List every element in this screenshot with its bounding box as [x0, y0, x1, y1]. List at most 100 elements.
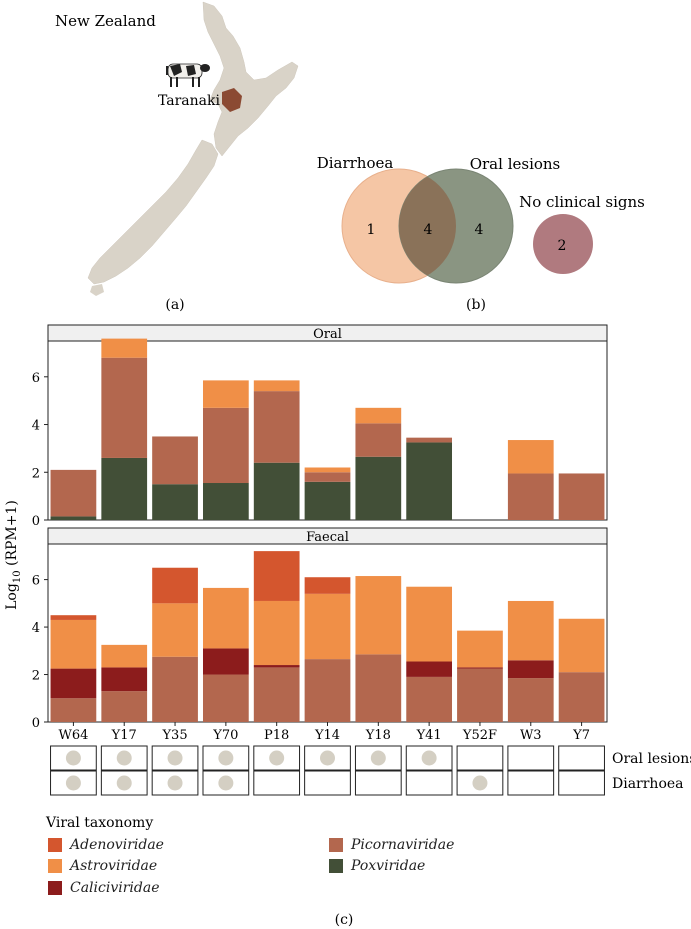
bar-faecal-y70-astroviridae — [202, 587, 249, 649]
bar-oral-y41-picornaviridae — [406, 437, 453, 443]
signs-cell — [558, 770, 605, 796]
legend-label: Astroviridae — [70, 858, 158, 874]
panel-c-label: (c) — [335, 912, 354, 928]
x-tick-label: Y35 — [161, 728, 187, 743]
facet-label-oral: Oral — [313, 327, 342, 342]
y-tick-label: 4 — [32, 419, 40, 434]
bar-oral-y17-poxviridae — [101, 457, 148, 520]
legend-label: Adenoviridae — [70, 837, 164, 853]
bar-faecal-y70-picornaviridae — [202, 674, 249, 722]
bar-faecal-w3-picornaviridae — [507, 678, 554, 722]
bar-faecal-p18-astroviridae — [253, 600, 300, 666]
x-tick-label: W64 — [58, 728, 88, 743]
bar-oral-y35-poxviridae — [152, 484, 198, 520]
bar-oral-y7-picornaviridae — [558, 473, 605, 520]
bar-faecal-y35-adenoviridae — [152, 567, 198, 604]
signs-cell — [354, 745, 402, 771]
bar-faecal-y18-picornaviridae — [355, 654, 402, 722]
sign-present-dot — [269, 750, 285, 766]
signs-cell — [304, 770, 351, 796]
bar-faecal-y14-picornaviridae — [304, 659, 351, 722]
bar-faecal-y70-caliciviridae — [202, 648, 249, 675]
taranaki-region — [222, 88, 242, 112]
signs-row-label: Diarrhoea — [612, 776, 684, 792]
legend-swatch — [48, 859, 62, 873]
x-tick-label: Y18 — [365, 728, 391, 743]
bar-oral-y18-picornaviridae — [355, 423, 402, 457]
legend-item-caliciviridae: Caliciviridae — [48, 880, 159, 896]
bar-faecal-y18-astroviridae — [355, 576, 402, 655]
bar-faecal-w64-astroviridae — [50, 619, 97, 669]
bar-faecal-y41-caliciviridae — [406, 661, 453, 677]
legend-swatch — [329, 838, 343, 852]
y-tick-label: 2 — [32, 669, 40, 684]
bar-oral-y18-astroviridae — [355, 407, 402, 424]
x-tick-label: Y17 — [111, 728, 137, 743]
country-label: New Zealand — [55, 12, 156, 30]
bar-faecal-y7-picornaviridae — [558, 672, 605, 722]
x-tick-label: Y70 — [212, 728, 238, 743]
bar-faecal-w64-adenoviridae — [50, 615, 97, 620]
venn-separate-label: No clinical signs — [519, 193, 645, 211]
sign-present-dot — [167, 775, 183, 791]
y-axis-label: Log10 (RPM+1) — [4, 500, 23, 610]
signs-cell — [405, 770, 453, 796]
bar-faecal-y52f-caliciviridae — [457, 667, 503, 669]
venn-both-count: 4 — [424, 222, 433, 238]
venn-separate-circle — [533, 214, 593, 274]
panel-a-label: (a) — [165, 297, 184, 313]
bar-faecal-y41-picornaviridae — [406, 676, 453, 722]
bar-oral-w3-picornaviridae — [507, 473, 554, 520]
bar-faecal-y14-adenoviridae — [304, 577, 351, 594]
signs-cell — [558, 745, 605, 771]
legend-label: Poxviridae — [351, 858, 426, 874]
bar-faecal-y17-caliciviridae — [101, 667, 148, 692]
legend-label: Caliciviridae — [70, 880, 160, 896]
legend-item-poxviridae: Poxviridae — [329, 858, 425, 874]
bar-faecal-p18-picornaviridae — [253, 667, 300, 722]
sign-present-dot — [65, 750, 81, 766]
legend-item-picornaviridae: Picornaviridae — [329, 837, 454, 853]
bar-oral-y70-astroviridae — [202, 380, 249, 408]
bar-oral-w3-astroviridae — [507, 440, 554, 474]
sign-present-dot — [421, 750, 437, 766]
bar-oral-y70-picornaviridae — [202, 407, 249, 484]
bar-oral-y35-picornaviridae — [152, 436, 198, 485]
bar-faecal-w64-caliciviridae — [50, 668, 97, 699]
bar-oral-w64-picornaviridae — [50, 469, 97, 517]
bar-faecal-y17-astroviridae — [101, 644, 148, 668]
bar-oral-w64-poxviridae — [50, 516, 97, 520]
bar-faecal-w3-caliciviridae — [507, 660, 554, 679]
sign-present-dot — [167, 750, 183, 766]
bar-faecal-y52f-picornaviridae — [457, 668, 503, 722]
bar-faecal-y41-astroviridae — [406, 586, 453, 662]
bar-faecal-y14-astroviridae — [304, 593, 351, 660]
legend-item-adenoviridae: Adenoviridae — [48, 837, 164, 853]
sign-present-dot — [218, 775, 234, 791]
signs-row-label: Oral lesions — [612, 751, 691, 767]
x-tick-label: P18 — [264, 728, 289, 743]
legend-item-astroviridae: Astroviridae — [48, 858, 157, 874]
sign-present-dot — [116, 750, 132, 766]
facet-label-faecal: Faecal — [306, 530, 349, 545]
venn-separate-count: 2 — [558, 238, 567, 254]
bar-faecal-p18-adenoviridae — [253, 551, 300, 601]
bar-faecal-y52f-astroviridae — [457, 630, 503, 668]
legend-swatch — [48, 881, 62, 895]
x-tick-label: Y7 — [572, 728, 590, 743]
stacked-bar-chart: Oral 0 2 4 6 Faecal 0 2 4 6 W64 Y17 Y35 Y70 P18 Y14 Y18 Y… — [32, 324, 691, 796]
bar-oral-y14-astroviridae — [304, 467, 351, 473]
bar-faecal-p18-caliciviridae — [253, 665, 300, 668]
venn-only2-count: 4 — [475, 222, 484, 238]
bar-oral-y14-poxviridae — [304, 481, 351, 520]
signs-cell — [507, 770, 555, 796]
panel-b-label: (b) — [466, 297, 486, 313]
bar-faecal-y7-astroviridae — [558, 618, 605, 673]
bar-oral-y41-poxviridae — [406, 442, 453, 520]
y-tick-label: 2 — [32, 466, 40, 481]
x-tick-label: Y52F — [462, 728, 497, 743]
x-tick-label: Y14 — [314, 728, 340, 743]
cow-icon — [166, 63, 210, 87]
legend-label: Picornaviridae — [351, 837, 455, 853]
